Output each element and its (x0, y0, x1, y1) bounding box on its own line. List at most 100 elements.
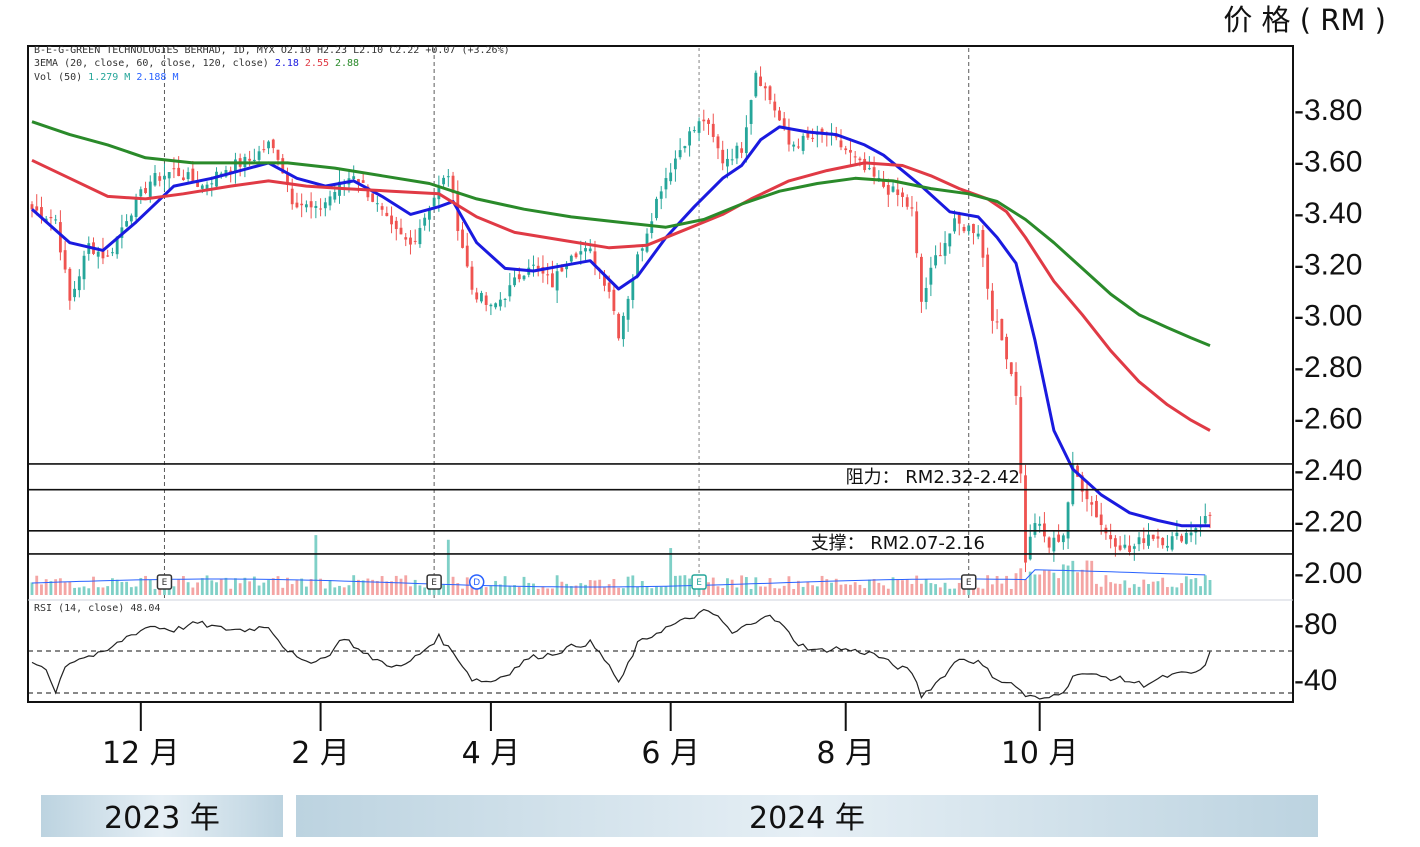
price-tick-label: -3.60 (1294, 145, 1362, 178)
candle-body (328, 196, 332, 206)
volume-bar (541, 586, 545, 595)
month-tick-label: 10 月 (1001, 736, 1079, 771)
candle-body (404, 237, 408, 240)
earnings-marker-label: E (696, 578, 702, 588)
candle-body (262, 149, 266, 151)
volume-bar (333, 587, 337, 595)
volume-bar (920, 583, 923, 595)
dividend-marker-label: D (473, 578, 480, 588)
volume-bar (863, 588, 867, 595)
candle-body (934, 255, 938, 266)
candle-body (309, 201, 313, 208)
volume-bar (1009, 588, 1013, 595)
candle-body (882, 179, 885, 187)
candle-body (1052, 537, 1056, 552)
volume-bar (858, 584, 862, 595)
volume-bar (1024, 579, 1027, 595)
month-tick-label: 6 月 (641, 736, 700, 771)
candle-body (820, 128, 824, 134)
volume-bar (1203, 575, 1207, 595)
candle-body (806, 132, 810, 138)
legend-rsi-value: 48.04 (130, 603, 160, 614)
volume-bar (976, 587, 980, 595)
volume-bar (314, 535, 318, 595)
volume-bar (806, 582, 810, 595)
candle-body (77, 276, 81, 291)
candle-body (1123, 544, 1127, 548)
legend-vol-label: Vol (50) (34, 72, 82, 83)
volume-bar (248, 581, 252, 595)
volume-bar (470, 584, 474, 595)
volume-bar (129, 587, 133, 595)
candle-body (271, 139, 275, 149)
volume-bar (811, 585, 815, 595)
volume-bar (924, 579, 928, 595)
volume-bar (934, 584, 938, 595)
volume-bar (219, 578, 223, 595)
rsi-line (31, 608, 1211, 700)
volume-bar (513, 585, 516, 595)
candle-body (276, 149, 280, 160)
candle-body (54, 219, 58, 221)
candle-body (248, 158, 252, 161)
candle-body (1189, 532, 1193, 536)
candle-body (1113, 538, 1117, 547)
candle-body (323, 202, 327, 209)
candle-body (839, 140, 843, 148)
candle-body (427, 209, 431, 220)
candle-body (181, 177, 185, 181)
candle-body (1137, 537, 1141, 545)
candle-body (106, 255, 110, 257)
volume-bar (1199, 586, 1202, 595)
candle-body (513, 277, 516, 286)
volume-bar (617, 587, 621, 595)
candle-body (811, 137, 815, 139)
earnings-marker (960, 574, 977, 590)
candle-body (740, 148, 744, 153)
legend-volume: Vol (50) 1.279 M 2.188 M (34, 72, 178, 83)
candle-body (1000, 318, 1004, 341)
volume-bar (957, 582, 961, 595)
candle-body (588, 248, 592, 252)
year-label-2024: 2024 年 (749, 801, 865, 836)
candle-body (177, 167, 181, 177)
candle-body (546, 274, 550, 276)
candle-body (134, 196, 138, 218)
volume-bar (437, 587, 441, 595)
candle-body (929, 267, 933, 285)
volume-bar (267, 580, 270, 595)
candle-body (144, 188, 147, 194)
volume-bar (1014, 573, 1018, 595)
volume-bar (63, 582, 67, 595)
candle-body (853, 156, 857, 158)
volume-bar (1080, 569, 1084, 595)
volume-bar (1095, 583, 1098, 595)
candle-body (636, 254, 639, 277)
ema-line (31, 158, 1211, 432)
price-tick-label: -2.20 (1294, 506, 1362, 539)
earnings-marker (156, 574, 173, 590)
candle-body (522, 275, 526, 280)
candle-body (972, 223, 975, 234)
volume-bar (238, 583, 242, 595)
volume-bar (579, 583, 583, 595)
volume-bar (721, 587, 725, 595)
candle-body (442, 177, 446, 185)
volume-bar (1028, 571, 1032, 595)
candle-body (58, 222, 62, 253)
volume-bar (1047, 570, 1051, 595)
volume-bar (338, 585, 341, 595)
candle-body (304, 204, 308, 208)
candle-body (863, 158, 867, 171)
volume-bar (489, 585, 493, 595)
volume-bar (115, 579, 119, 595)
price-tick-label: -3.80 (1294, 94, 1362, 127)
volume-bar (1076, 572, 1079, 595)
volume-bar (574, 585, 578, 595)
volume-bar (111, 578, 114, 595)
volume-bar (886, 588, 890, 595)
volume-bar (990, 584, 994, 595)
candle-body (692, 130, 696, 132)
volume-bar (1090, 560, 1094, 595)
candle-body (1061, 535, 1065, 543)
